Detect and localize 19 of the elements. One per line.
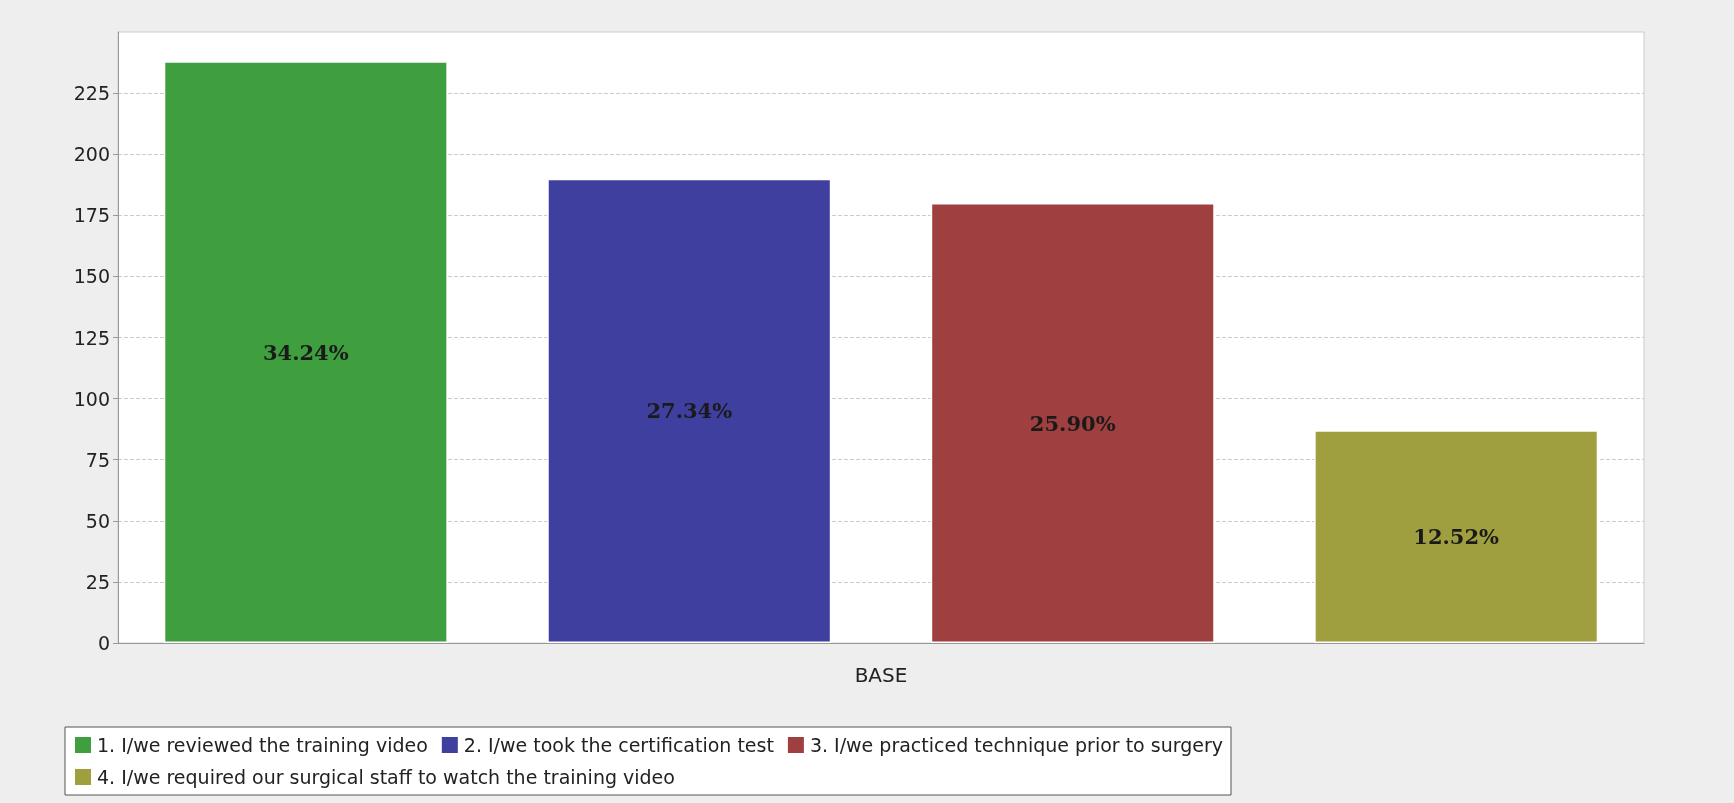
y-tick-label: 25 xyxy=(85,570,110,593)
legend-label: 3. I/we practiced technique prior to surgery xyxy=(809,734,1224,756)
annotation: 12.52% xyxy=(1413,524,1500,550)
x-tick-label: BASE xyxy=(854,663,908,687)
y-tick-label: 0 xyxy=(97,632,110,654)
y-tick-label: 150 xyxy=(73,265,110,288)
legend-label: 4. I/we required our surgical staff to watch the training video xyxy=(97,766,675,788)
annotation: 34.24% xyxy=(262,339,349,365)
annotation: 27.34% xyxy=(646,398,733,424)
y-tick-label: 200 xyxy=(73,143,110,166)
legend-label: 2. I/we took the certification test xyxy=(463,734,774,756)
y-tick-label: 100 xyxy=(73,387,110,410)
y-tick-label: 75 xyxy=(85,448,110,471)
y-tick-label: 125 xyxy=(73,326,110,349)
annotation: 25.90% xyxy=(1029,410,1116,436)
y-tick-label: 50 xyxy=(85,509,110,532)
legend-label: 1. I/we reviewed the training video xyxy=(97,734,428,756)
y-tick-label: 225 xyxy=(73,82,110,105)
y-tick-label: 175 xyxy=(73,204,110,227)
